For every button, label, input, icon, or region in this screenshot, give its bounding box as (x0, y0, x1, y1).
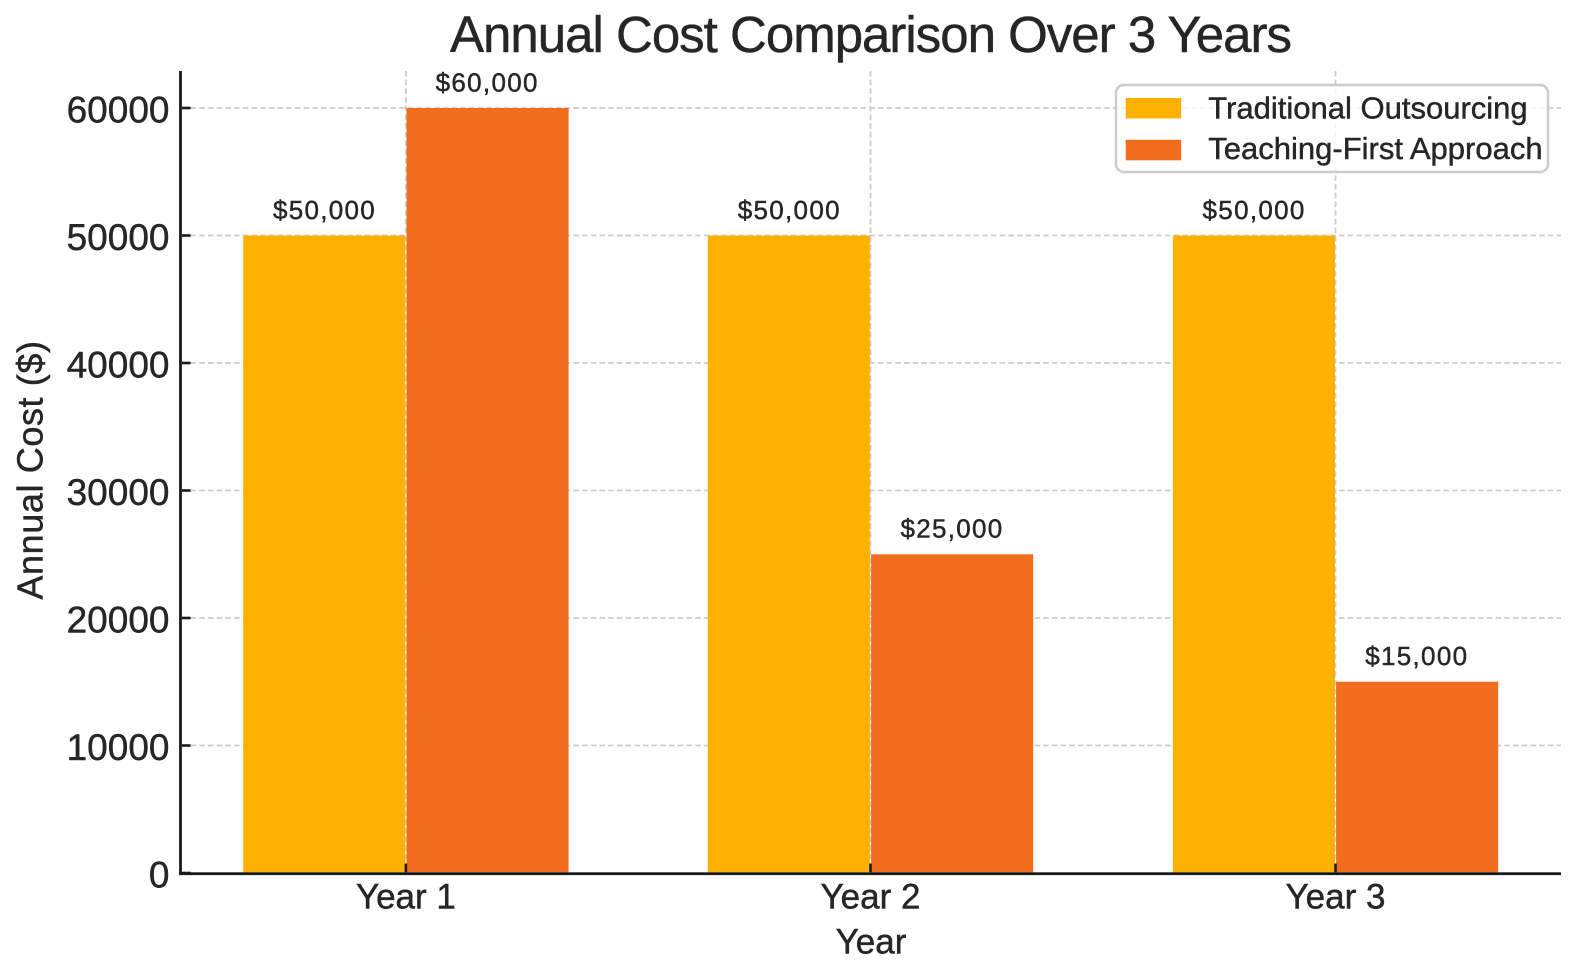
svg-text:Year: Year (836, 922, 907, 961)
svg-text:Year 2: Year 2 (821, 878, 921, 917)
svg-text:10000: 10000 (67, 727, 170, 768)
svg-text:0: 0 (149, 855, 170, 896)
svg-text:Year 3: Year 3 (1286, 878, 1386, 917)
svg-text:50000: 50000 (67, 217, 170, 258)
svg-text:Teaching-First Approach: Teaching-First Approach (1208, 131, 1542, 166)
svg-text:$50,000: $50,000 (738, 195, 841, 225)
svg-text:Year 1: Year 1 (356, 878, 456, 917)
svg-text:Traditional Outsourcing: Traditional Outsourcing (1208, 91, 1527, 126)
svg-text:$25,000: $25,000 (900, 514, 1003, 544)
svg-text:$50,000: $50,000 (273, 195, 376, 225)
svg-text:$15,000: $15,000 (1365, 641, 1468, 671)
svg-text:$60,000: $60,000 (436, 67, 539, 97)
svg-text:30000: 30000 (67, 472, 170, 513)
svg-text:Annual Cost Comparison Over 3: Annual Cost Comparison Over 3 Years (450, 6, 1291, 63)
svg-text:40000: 40000 (67, 345, 170, 386)
svg-text:20000: 20000 (67, 600, 170, 641)
svg-text:$50,000: $50,000 (1203, 195, 1306, 225)
svg-text:Annual Cost ($): Annual Cost ($) (10, 340, 51, 599)
svg-text:60000: 60000 (67, 90, 170, 131)
